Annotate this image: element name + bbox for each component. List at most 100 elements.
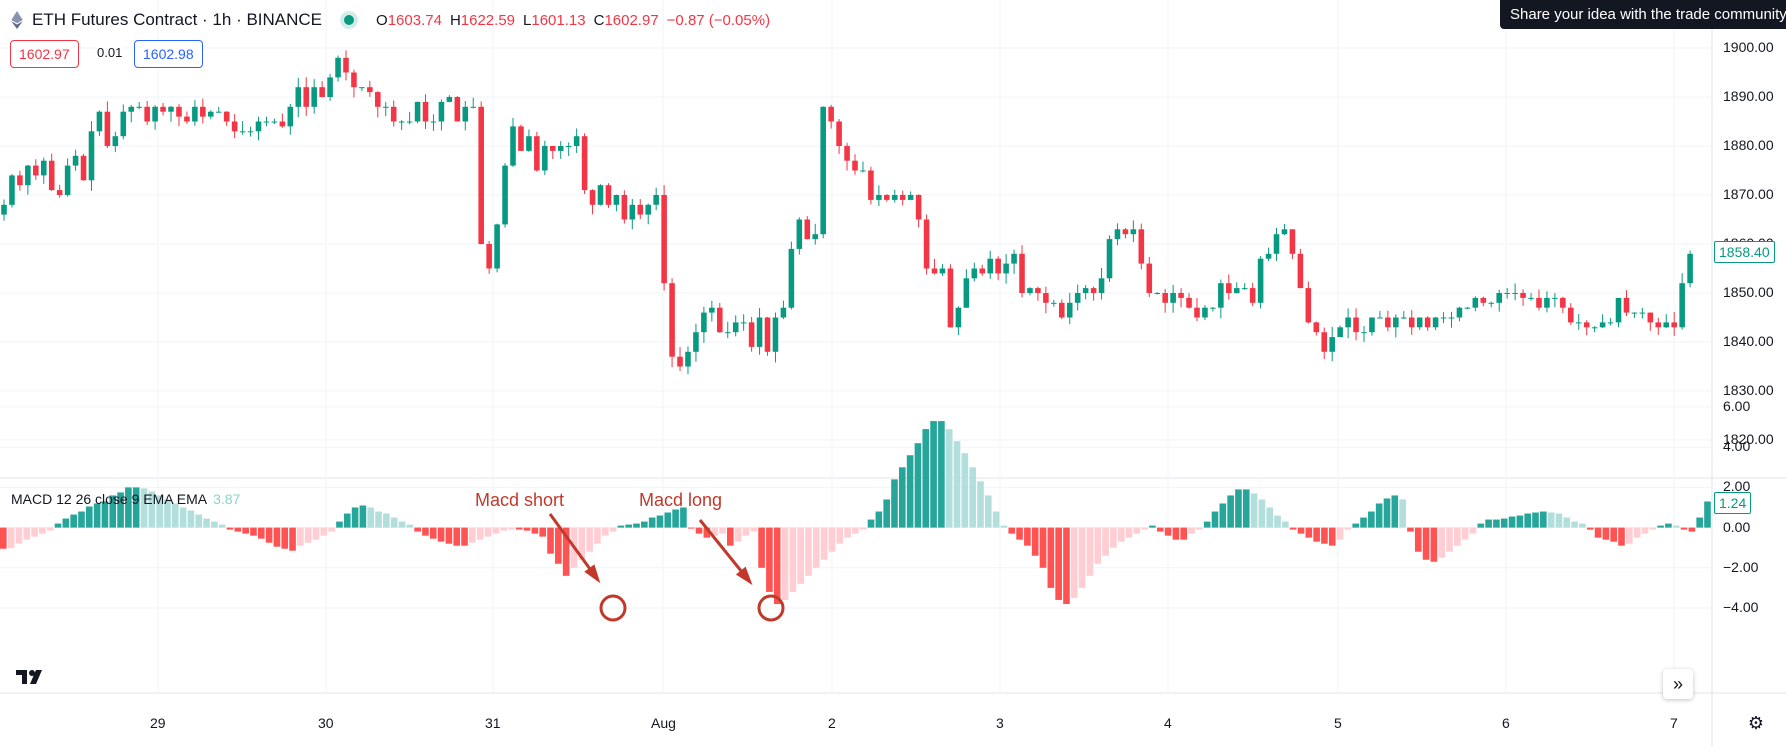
candle-body [1241,288,1248,290]
macd-bar [641,521,648,528]
macd-bar [758,527,765,568]
candle-body [422,101,429,122]
candle-body [637,204,644,215]
macd-bar [1454,527,1461,546]
candle-body [1170,293,1176,303]
candle-body [231,121,238,132]
candle-body [534,136,540,171]
candle-body [414,101,421,122]
macd-bar [257,527,265,539]
candle-body [1655,322,1662,328]
candle-body [653,195,659,205]
macd-histogram [0,421,1711,604]
candle-body [1448,317,1455,319]
candle-body [589,190,596,205]
candle-body [884,195,890,200]
macd-bar [1516,515,1524,528]
candle-body [995,258,1001,274]
scroll-to-realtime-button[interactable]: » [1663,669,1693,699]
macd-legend-title: MACD 12 26 close 9 EMA EMA [11,491,208,507]
candle-body [1090,288,1097,293]
last-price-label: 1858.40 [1714,240,1775,263]
candle-body [64,165,71,195]
macd-bar [742,527,750,536]
candle-body [311,87,317,107]
candle-body [820,106,826,235]
gear-icon: ⚙ [1747,712,1765,733]
macd-bar [523,527,531,531]
macd-bar [1188,527,1195,534]
macd-bar [265,527,273,543]
market-status-dot [344,15,355,25]
candle-body [1488,302,1495,304]
macd-bar [797,527,804,584]
candle-body [1273,234,1280,254]
candle-body [1639,312,1646,314]
candle-body [788,248,795,308]
candle-body [1623,297,1630,313]
candle-body [1074,293,1081,303]
tradingview-logo[interactable] [14,667,54,687]
sell-price-button[interactable]: 1602.97 [10,40,79,68]
symbol-header[interactable]: ETH Futures Contract · 1h · BINANCE O160… [10,8,770,32]
candle-body [1599,322,1606,328]
macd-bar [898,467,906,528]
candle-body [351,72,357,88]
candle-body [732,322,739,333]
candle-body [1464,307,1471,309]
candle-body [1114,229,1121,240]
macd-bar [1399,499,1406,528]
buy-price-button[interactable]: 1602.98 [134,40,203,68]
macd-bar [1618,527,1625,546]
time-tick-label: Aug [651,715,676,731]
macd-bar [242,527,249,534]
time-tick-label: 29 [150,715,166,731]
macd-bar [1336,527,1344,540]
candle-body [56,190,63,195]
candle-body [390,106,397,122]
macd-bar [1586,527,1594,530]
macd-bar [383,513,390,528]
macd-bar [687,527,695,529]
double-chevron-right-icon: » [1672,673,1683,694]
macd-bar [1508,516,1516,528]
chart-settings-button[interactable]: ⚙ [1746,713,1766,733]
macd-bar [1055,527,1062,600]
macd-bar [1680,527,1688,530]
macd-bar [390,517,398,528]
candle-body [1337,327,1343,338]
price-tick-label: 1880.00 [1723,137,1774,153]
macd-bar [422,527,429,536]
macd-bar [1540,511,1547,528]
macd-bar [938,421,945,528]
macd-bar [984,495,992,528]
candle-body [398,121,405,123]
candle-body [1393,317,1399,328]
candle-body [160,106,166,112]
macd-bar [1610,527,1617,542]
macd-bar [476,527,484,540]
candle-body [382,106,389,108]
candle-body [438,101,445,122]
candle-body [772,317,779,352]
candle-body [709,307,715,313]
candle-body [168,106,174,112]
candle-body [1281,229,1288,235]
candle-body [462,106,469,122]
macd-bar [1688,527,1696,532]
macd-bar [1141,527,1148,530]
macd-bar [1532,512,1539,528]
candle-body [263,121,270,123]
macd-bar [1219,503,1227,528]
time-tick-label: 5 [1334,715,1342,731]
macd-legend[interactable]: MACD 12 26 close 9 EMA EMA 3.87 [11,491,240,507]
macd-bar [1227,495,1234,528]
candle-body [1607,322,1614,324]
candle-body [1536,297,1542,308]
macd-bar [7,527,15,549]
candle-body [1583,322,1590,328]
candle-body [1162,293,1168,303]
macd-bar [1672,525,1680,528]
macd-bar [820,527,828,560]
